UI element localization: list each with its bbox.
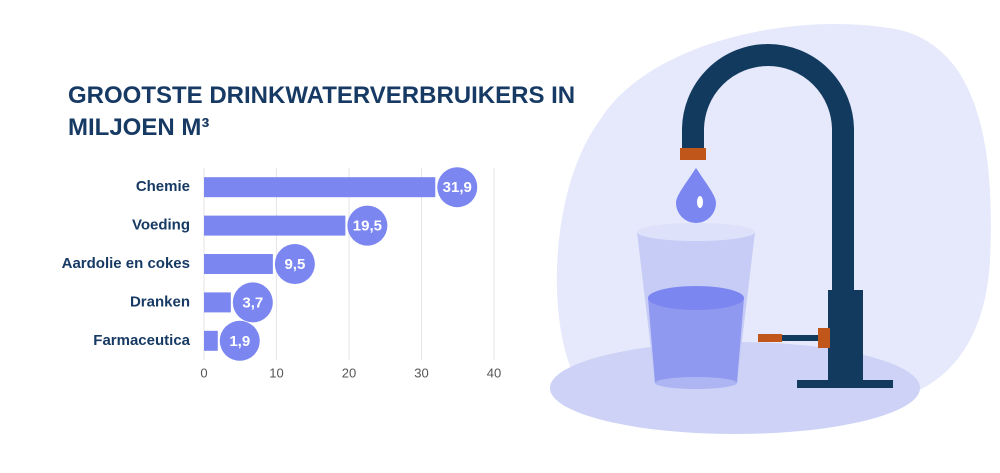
value-label: 19,5 xyxy=(353,218,382,235)
bar xyxy=(204,292,231,313)
bar xyxy=(204,177,436,198)
y-tick-label: Aardolie en cokes xyxy=(62,255,190,272)
value-label: 9,5 xyxy=(284,256,305,273)
x-tick-label: 40 xyxy=(487,365,501,380)
bar xyxy=(204,215,346,236)
y-tick-label: Dranken xyxy=(130,293,190,310)
value-bubble xyxy=(219,320,260,361)
value-bubble xyxy=(347,205,388,246)
value-bubble xyxy=(274,244,315,284)
chart-title: GROOTSTE DRINKWATERVERBRUIKERS IN MILJOE… xyxy=(68,82,576,141)
value-label: 31,9 xyxy=(443,179,472,196)
value-bubble xyxy=(437,167,478,208)
bar xyxy=(204,330,218,351)
x-tick-label: 20 xyxy=(342,365,356,380)
illustration xyxy=(550,24,991,434)
plot: 0 10 20 30 40 Chemie 31,9 Voeding 19,5 Aardolie e… xyxy=(62,167,501,380)
value-label: 3,7 xyxy=(242,294,263,311)
y-tick-label: Farmaceutica xyxy=(93,332,190,349)
value-label: 1,9 xyxy=(229,333,250,350)
value-bubble xyxy=(232,282,273,323)
y-tick-label: Chemie xyxy=(136,178,190,195)
y-tick-label: Voeding xyxy=(132,217,190,234)
bar xyxy=(204,254,273,274)
x-tick-label: 10 xyxy=(269,365,283,380)
x-tick-label: 0 xyxy=(200,365,207,380)
x-tick-label: 30 xyxy=(414,365,428,380)
